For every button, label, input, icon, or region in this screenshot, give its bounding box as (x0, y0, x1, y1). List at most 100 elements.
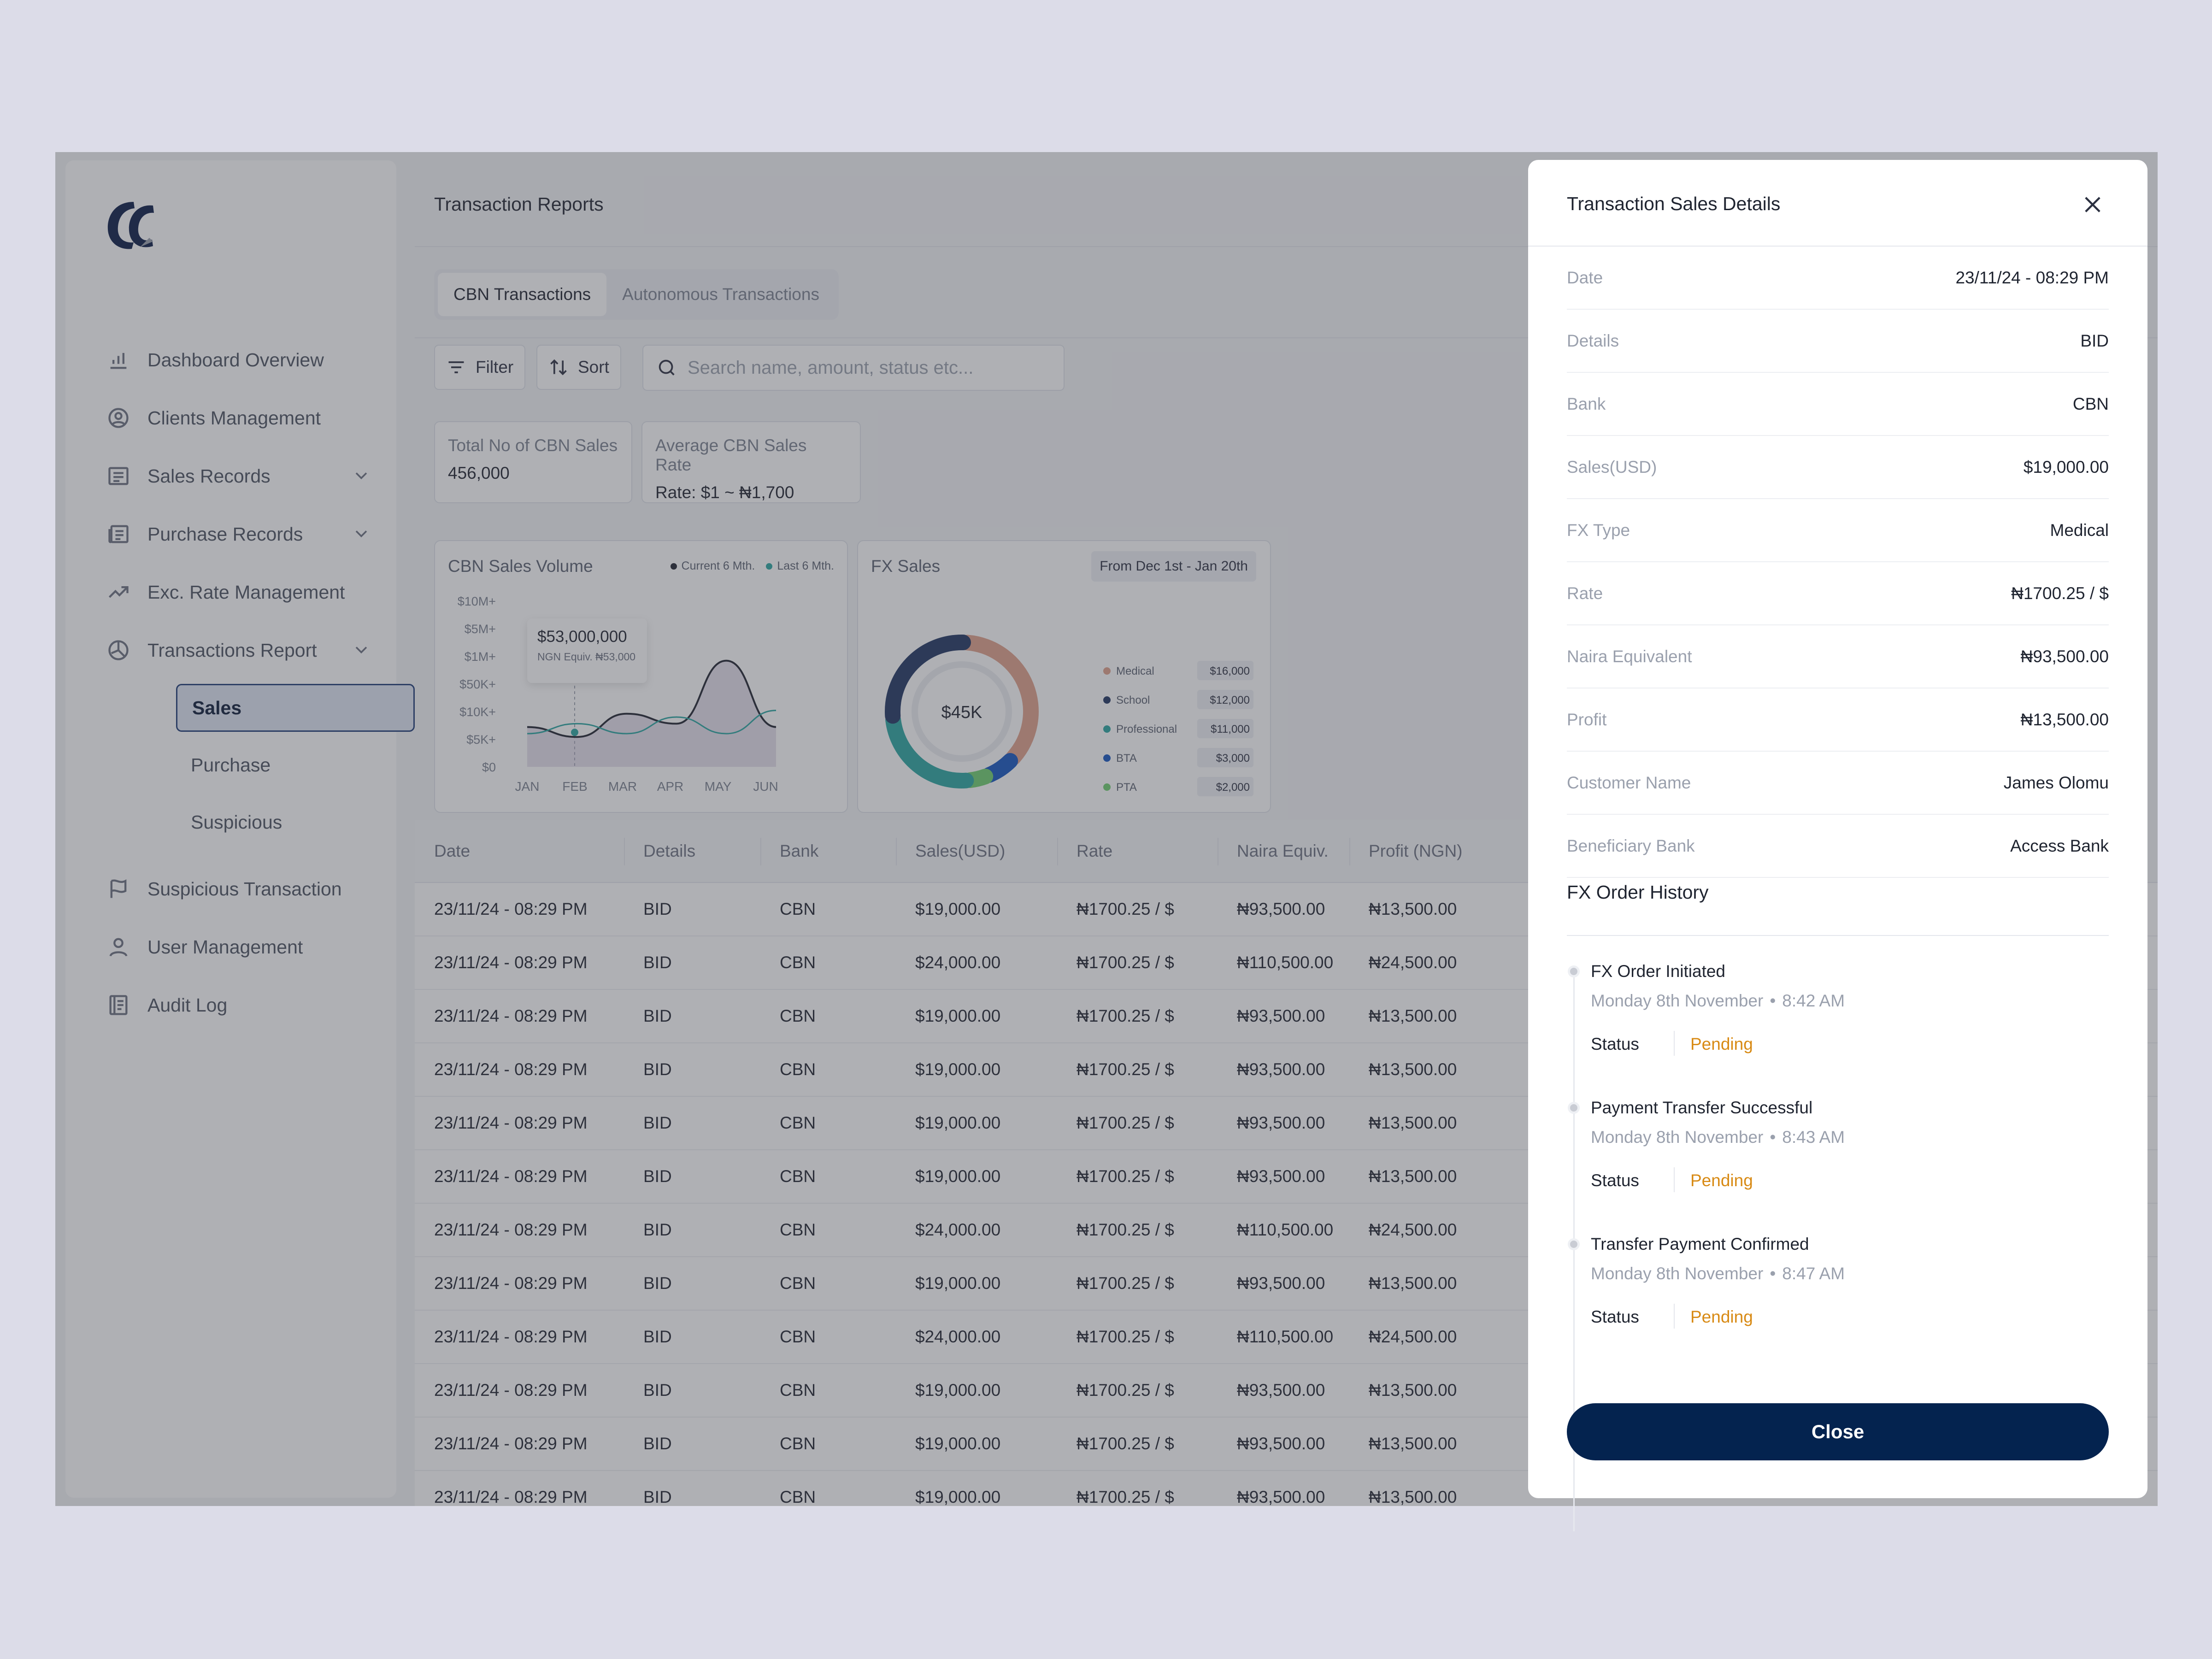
transaction-details-drawer: Transaction Sales Details Date 23/11/24 -… (1528, 160, 2147, 1531)
cell-naira-equiv: ₦93,500.00 (1237, 1381, 1325, 1400)
filter-button[interactable]: Filter (434, 345, 526, 390)
series-line[interactable] (527, 710, 777, 735)
nav-user-management[interactable]: User Management (93, 918, 388, 976)
cell-naira-equiv: ₦93,500.00 (1237, 1488, 1325, 1506)
donut-slice-medical[interactable] (959, 635, 1039, 766)
nav-clients-management[interactable]: Clients Management (93, 389, 388, 447)
sidebar: Dashboard Overview Clients Management Sa… (65, 160, 415, 1498)
cell-rate: ₦1700.25 / $ (1077, 1113, 1174, 1132)
donut-slice-professional[interactable] (885, 712, 974, 788)
brand-logo[interactable] (101, 193, 166, 257)
nav-label: Audit Log (147, 994, 228, 1016)
cell-bank: CBN (780, 1167, 816, 1186)
detail-value: James Olomu (2003, 773, 2109, 792)
sales-volume-card: CBN Sales Volume Current 6 Mth. Last 6 M… (434, 540, 848, 813)
timeline-item: Payment Transfer Successful Monday 8th No… (1567, 1098, 2109, 1209)
series-line[interactable] (527, 659, 777, 738)
legend-value: $12,000 (1210, 694, 1250, 706)
drawer-title: Transaction Sales Details (1567, 193, 1781, 214)
column-header-date[interactable]: Date (434, 841, 471, 860)
detail-row: Profit ₦13,500.00 (1567, 688, 2109, 752)
date-range-badge[interactable]: From Dec 1st - Jan 20th (1091, 551, 1256, 582)
main-nav: Dashboard Overview Clients Management Sa… (93, 331, 415, 1034)
cell-rate: ₦1700.25 / $ (1077, 1006, 1174, 1025)
close-icon[interactable] (2078, 190, 2107, 219)
log-book-icon (105, 992, 132, 1018)
detail-row: Sales(USD) $19,000.00 (1567, 436, 2109, 499)
chevron-down-icon[interactable] (351, 465, 371, 486)
newspaper-icon (105, 521, 132, 547)
fx-sales-donut-chart[interactable]: $45K Medical $16,000 School $12,000 Professio… (858, 582, 1272, 813)
page-title: Transaction Reports (434, 194, 604, 215)
x-tick-label: APR (657, 779, 684, 794)
user-circle-icon (105, 405, 132, 431)
cell-profit-ngn: ₦24,500.00 (1369, 1327, 1457, 1346)
detail-label: Naira Equivalent (1567, 647, 1692, 666)
sort-button[interactable]: Sort (536, 345, 621, 390)
legend-value-pill (1197, 690, 1253, 709)
nav-sales-records[interactable]: Sales Records (93, 447, 388, 505)
detail-label: FX Type (1567, 520, 1630, 540)
search-input[interactable] (688, 357, 1047, 378)
subnav-suspicious[interactable]: Suspicious (176, 794, 415, 851)
chevron-down-icon[interactable] (351, 524, 371, 544)
search-box[interactable] (642, 345, 1065, 391)
fx-sales-card: FX Sales From Dec 1st - Jan 20th $45K Med… (857, 540, 1271, 813)
tab-cbn-transactions[interactable]: CBN Transactions (438, 273, 607, 316)
detail-row: Beneficiary Bank Access Bank (1567, 815, 2109, 878)
subnav-sales[interactable]: Sales (176, 684, 415, 732)
subnav-purchase[interactable]: Purchase (176, 736, 415, 794)
cell-details: BID (643, 1006, 672, 1025)
y-tick-label: $5M+ (465, 622, 496, 636)
column-header-rate[interactable]: Rate (1057, 838, 1218, 865)
legend-label: Last 6 Mth. (777, 559, 834, 572)
cell-profit-ngn: ₦13,500.00 (1369, 1113, 1457, 1132)
detail-label: Profit (1567, 710, 1607, 729)
cell-naira-equiv: ₦93,500.00 (1237, 900, 1325, 918)
stat-average-cbn-rate: Average CBN Sales Rate Rate: $1 ~ ₦1,700 (641, 421, 861, 503)
document-icon (105, 463, 132, 489)
event-clock: 8:43 AM (1782, 1128, 1845, 1147)
divider (1674, 1304, 1675, 1329)
y-tick-label: $10M+ (458, 594, 496, 608)
detail-label: Rate (1567, 583, 1603, 603)
event-day: Monday 8th November (1591, 1264, 1764, 1283)
chart-tooltip: $53,000,000 NGN Equiv. ₦53,000 (527, 618, 647, 683)
divider (1528, 246, 2147, 247)
event-day: Monday 8th November (1591, 1128, 1764, 1147)
cell-bank: CBN (780, 1060, 816, 1079)
nav-purchase-records[interactable]: Purchase Records (93, 505, 388, 563)
column-header-naira-equiv[interactable]: Naira Equiv. (1218, 838, 1349, 865)
series-area (527, 660, 776, 767)
sales-volume-line-chart[interactable]: $10M+ $5M+ $1M+ $50K+ $10K+ $5K+ $0 JAN FEB MAR AP… (435, 582, 849, 813)
close-button[interactable]: Close (1567, 1403, 2109, 1460)
cell-profit-ngn: ₦13,500.00 (1369, 1167, 1457, 1186)
nav-transactions-report[interactable]: Transactions Report (93, 621, 388, 679)
detail-row: Date 23/11/24 - 08:29 PM (1567, 247, 2109, 310)
user-icon (105, 934, 132, 960)
nav-audit-log[interactable]: Audit Log (93, 976, 388, 1034)
cell-rate: ₦1700.25 / $ (1077, 1060, 1174, 1079)
chevron-down-icon[interactable] (351, 640, 371, 660)
detail-label: Date (1567, 268, 1603, 287)
nav-exchange-rate-management[interactable]: Exc. Rate Management (93, 563, 388, 621)
status-label: Status (1591, 1035, 1639, 1053)
cell-sales-usd: $24,000.00 (915, 953, 1001, 972)
donut-slice-school[interactable] (885, 635, 971, 724)
column-header-details[interactable]: Details (624, 838, 760, 865)
column-header-sales-usd[interactable]: Sales(USD) (896, 838, 1057, 865)
cell-naira-equiv: ₦110,500.00 (1237, 1220, 1334, 1239)
cell-date: 23/11/24 - 08:29 PM (434, 1220, 588, 1239)
column-header-profit-ngn[interactable]: Profit (NGN) (1349, 838, 1501, 865)
donut-center-label: $45K (941, 703, 982, 722)
timeline-dot (1568, 965, 1580, 977)
cell-profit-ngn: ₦13,500.00 (1369, 1488, 1457, 1506)
cell-date: 23/11/24 - 08:29 PM (434, 1167, 588, 1186)
detail-value: ₦13,500.00 (2020, 710, 2109, 729)
nav-dashboard-overview[interactable]: Dashboard Overview (93, 331, 388, 389)
fx-history-title: FX Order History (1567, 882, 1709, 903)
column-header-bank[interactable]: Bank (760, 838, 896, 865)
nav-suspicious-transaction[interactable]: Suspicious Transaction (93, 860, 388, 918)
cell-naira-equiv: ₦93,500.00 (1237, 1167, 1325, 1186)
tab-autonomous-transactions[interactable]: Autonomous Transactions (622, 285, 819, 304)
